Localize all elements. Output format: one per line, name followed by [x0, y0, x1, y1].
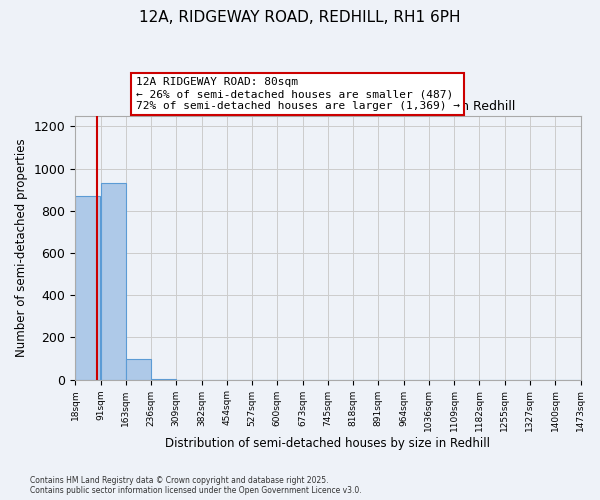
Bar: [125, 358, 151, 380]
Y-axis label: Number of semi-detached properties: Number of semi-detached properties: [15, 138, 28, 357]
Bar: [75, 196, 100, 380]
Bar: [101, 184, 125, 380]
X-axis label: Distribution of semi-detached houses by size in Redhill: Distribution of semi-detached houses by …: [166, 437, 490, 450]
Text: 12A, RIDGEWAY ROAD, REDHILL, RH1 6PH: 12A, RIDGEWAY ROAD, REDHILL, RH1 6PH: [139, 10, 461, 25]
Text: Contains HM Land Registry data © Crown copyright and database right 2025.
Contai: Contains HM Land Registry data © Crown c…: [30, 476, 362, 495]
Text: 12A RIDGEWAY ROAD: 80sqm
← 26% of semi-detached houses are smaller (487)
72% of : 12A RIDGEWAY ROAD: 80sqm ← 26% of semi-d…: [136, 78, 460, 110]
Title: Size of property relative to semi-detached houses in Redhill: Size of property relative to semi-detach…: [140, 100, 515, 114]
Bar: [151, 379, 176, 380]
